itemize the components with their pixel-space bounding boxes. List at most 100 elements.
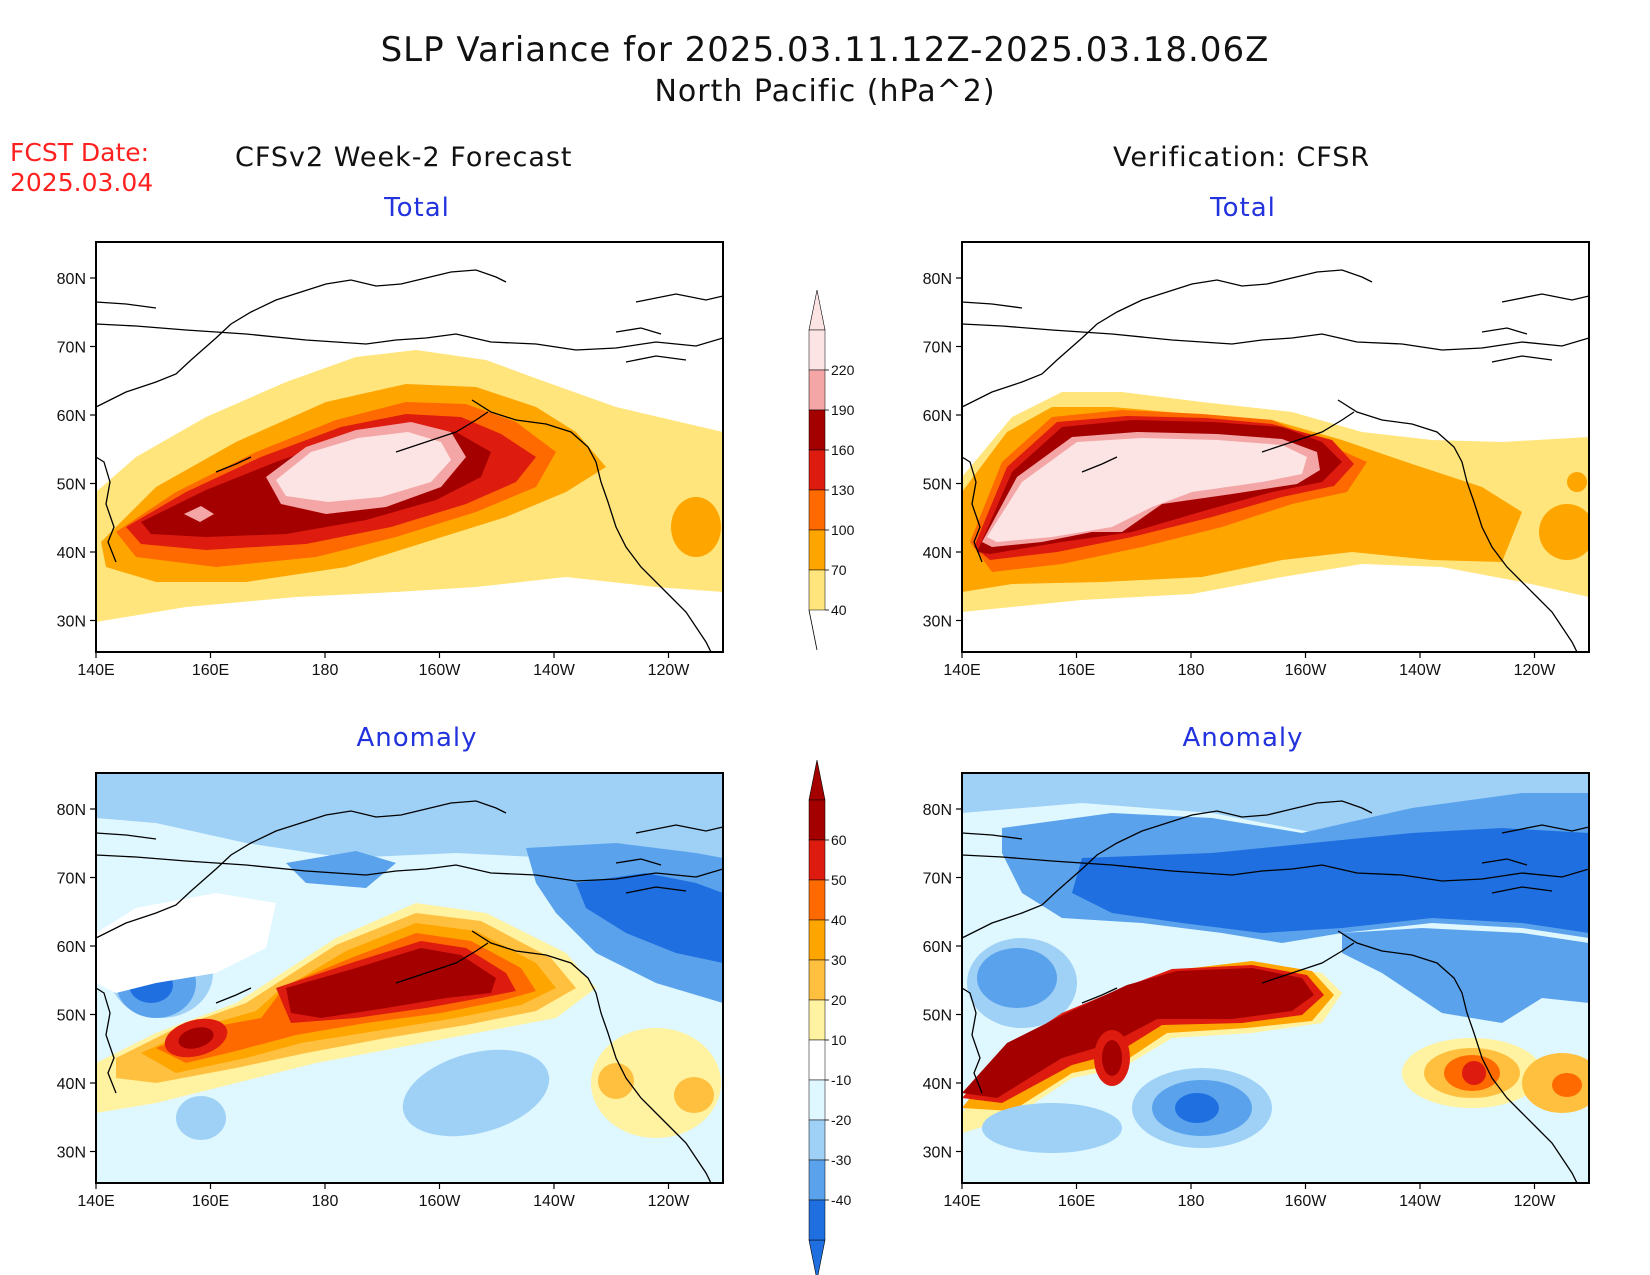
colorbar-swatch [808, 1199, 826, 1241]
colorbar-level-label: 10 [831, 1032, 847, 1048]
lon-tick-label: 160E [1058, 662, 1095, 679]
colorbar-level-label: 190 [831, 402, 855, 418]
colorbar-swatch [808, 799, 826, 841]
lat-tick-label: 50N [923, 477, 952, 494]
lon-tick-label: 140E [943, 662, 980, 679]
lon-tick-label: 120W [648, 1193, 691, 1210]
lat-tick-label: 60N [923, 939, 952, 956]
lon-tick-label: 160E [1058, 1193, 1095, 1210]
fcst-date-label: FCST Date: [10, 138, 150, 167]
lon-tick-label: 140W [1399, 1193, 1442, 1210]
colorbar-swatch [808, 1039, 826, 1081]
colorbar-level-label: 100 [831, 522, 855, 538]
panel-frame [961, 241, 1590, 653]
column-title-verification: Verification: CFSR [1113, 142, 1371, 173]
lat-tick-label: 30N [923, 614, 952, 631]
lat-tick-label: 60N [57, 939, 86, 956]
colorbar-swatch [808, 839, 826, 881]
colorbar-level-label: -40 [831, 1192, 851, 1208]
lat-tick-label: 50N [57, 477, 86, 494]
colorbar-level-label: 160 [831, 442, 855, 458]
colorbar-swatch [808, 919, 826, 961]
lon-tick-label: 120W [648, 662, 691, 679]
colorbar-level-label: -30 [831, 1152, 851, 1168]
lon-tick-label: 140E [943, 1193, 980, 1210]
lat-tick-label: 30N [923, 1145, 952, 1162]
colorbar-swatch [808, 489, 826, 531]
lon-tick-label: 180 [312, 1193, 339, 1210]
lon-tick-label: 120W [1514, 662, 1557, 679]
colorbar-level-label: 30 [831, 952, 847, 968]
colorbar-swatch [808, 1079, 826, 1121]
lat-tick-label: 50N [923, 1008, 952, 1025]
lat-tick-label: 80N [923, 271, 952, 288]
panel-title-verification-anomaly: Anomaly [1182, 723, 1304, 753]
colorbar-total: 220 190 160 130 100 70 40 [808, 289, 855, 651]
map-panel-verification-anomaly: 80N 70N 60N 50N 40N 30N 140E 160E 180 160W 140W 120… [923, 772, 1590, 1210]
colorbar-swatch [808, 959, 826, 1001]
lat-tick-label: 40N [57, 1076, 86, 1093]
lon-tick-label: 140W [1399, 662, 1442, 679]
lon-tick-label: 180 [1178, 662, 1205, 679]
lat-tick-label: 80N [57, 271, 86, 288]
colorbar-level-label: 20 [831, 992, 847, 1008]
panel-title-verification-total: Total [1210, 193, 1276, 223]
colorbar-level-label: 40 [831, 602, 847, 618]
lat-tick-label: 40N [923, 545, 952, 562]
colorbar-level-label: 130 [831, 482, 855, 498]
lon-tick-label: 120W [1514, 1193, 1557, 1210]
lat-tick-label: 60N [57, 408, 86, 425]
contour-fill [962, 269, 1589, 652]
panel-frame [95, 772, 724, 1184]
colorbar-swatch [808, 409, 826, 451]
panel-frame [95, 241, 724, 653]
lon-tick-label: 160W [419, 662, 462, 679]
main-title: SLP Variance for 2025.03.11.12Z-2025.03.… [380, 30, 1270, 70]
lat-tick-label: 80N [57, 802, 86, 819]
lat-tick-label: 50N [57, 1008, 86, 1025]
column-title-forecast: CFSv2 Week-2 Forecast [235, 142, 573, 173]
lat-tick-label: 80N [923, 802, 952, 819]
colorbar-level-label: -10 [831, 1072, 851, 1088]
fcst-date-value: 2025.03.04 [10, 168, 154, 197]
lat-tick-label: 60N [923, 408, 952, 425]
colorbar-level-label: 40 [831, 912, 847, 928]
contour-fill [96, 773, 723, 1183]
map-panel-forecast-total: 80N 70N 60N 50N 40N 30N 140E 160E 180 160W 140W 120… [57, 241, 724, 679]
lat-tick-label: 40N [57, 545, 86, 562]
map-panel-forecast-anomaly: 80N 70N 60N 50N 40N 30N 140E 160E 180 160W 140W 120… [57, 772, 724, 1210]
subtitle-region-units: North Pacific (hPa^2) [654, 74, 996, 109]
lon-tick-label: 180 [312, 662, 339, 679]
lon-tick-label: 160E [192, 1193, 229, 1210]
panel-frame [961, 772, 1590, 1184]
colorbar-level-label: 70 [831, 562, 847, 578]
lon-tick-label: 140E [77, 1193, 114, 1210]
lon-tick-label: 140W [533, 1193, 576, 1210]
colorbar-anomaly: 60 50 40 30 20 10 -10 -20 -30 -40 [808, 759, 851, 1275]
colorbar-level-label: -20 [831, 1112, 851, 1128]
colorbar-swatch [808, 449, 826, 491]
map-panel-verification-total: 80N 70N 60N 50N 40N 30N 140E 160E 180 160W 140W 120… [923, 241, 1590, 679]
lat-tick-label: 30N [57, 1145, 86, 1162]
lat-tick-label: 30N [57, 614, 86, 631]
colorbar-arrow-top [808, 289, 826, 331]
colorbar-arrow-bottom [808, 1239, 826, 1275]
colorbar-swatch [808, 329, 826, 371]
colorbar-level-label: 60 [831, 832, 847, 848]
contour-fill [96, 269, 723, 652]
lat-tick-label: 70N [923, 871, 952, 888]
colorbar-level-label: 50 [831, 872, 847, 888]
lon-tick-label: 140E [77, 662, 114, 679]
colorbar-swatch [808, 569, 826, 611]
lon-tick-label: 160W [1285, 1193, 1328, 1210]
lon-tick-label: 160W [419, 1193, 462, 1210]
colorbar-swatch [808, 999, 826, 1041]
lat-tick-label: 70N [57, 340, 86, 357]
colorbar-level-label: 220 [831, 362, 855, 378]
lat-tick-label: 70N [923, 340, 952, 357]
lon-tick-label: 140W [533, 662, 576, 679]
colorbar-arrow-top [808, 759, 826, 801]
colorbar-swatch [808, 1159, 826, 1201]
contour-fill [962, 773, 1589, 1183]
